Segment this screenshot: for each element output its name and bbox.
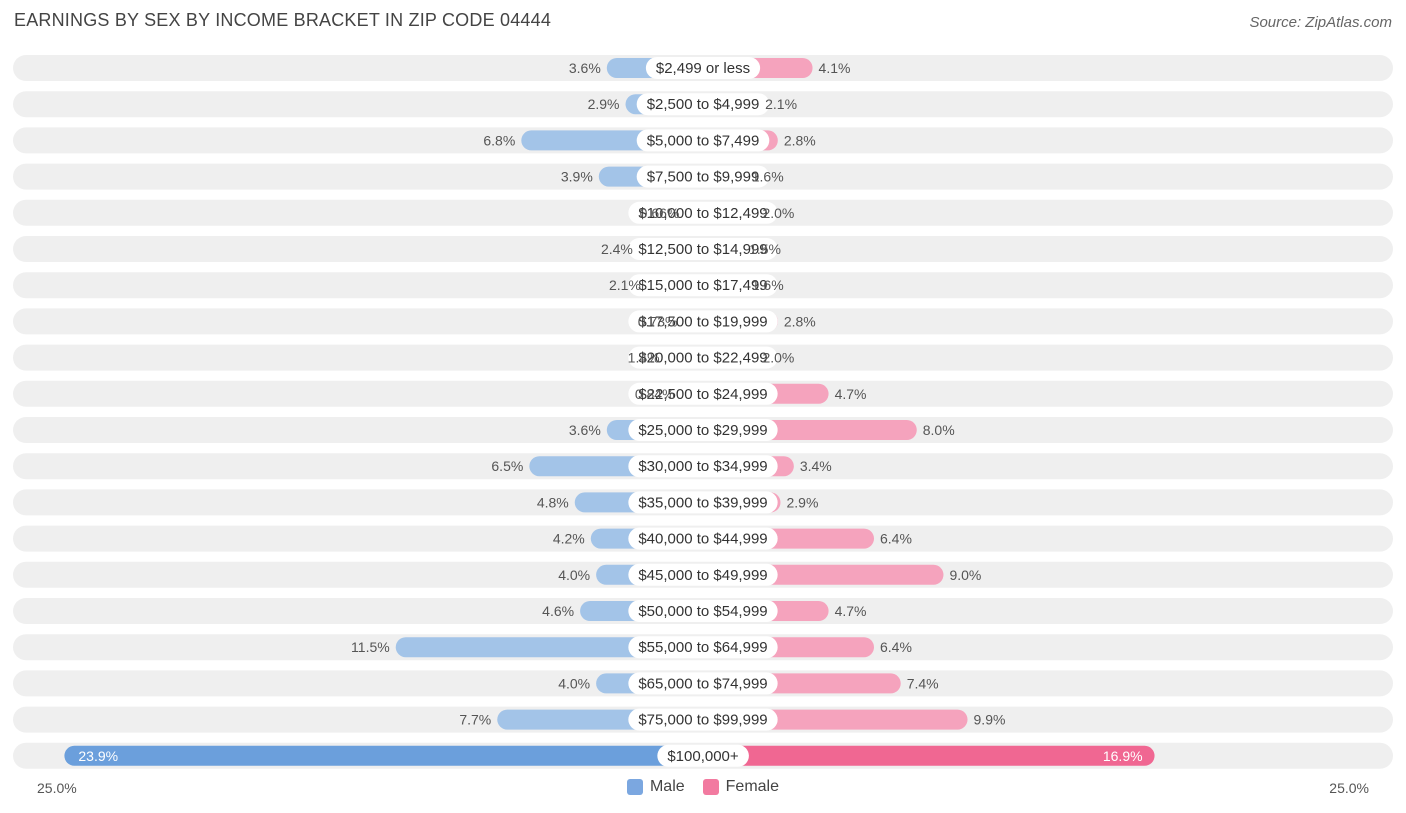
female-value-label: 4.1%	[819, 60, 851, 76]
female-value-label: 2.1%	[765, 96, 797, 112]
female-value-label: 2.8%	[784, 132, 816, 148]
category-label: $40,000 to $44,999	[638, 531, 767, 548]
category-label: $30,000 to $34,999	[638, 458, 767, 475]
category-pill	[628, 455, 778, 478]
category-pill	[628, 636, 778, 659]
male-value-label: 0.73%	[638, 313, 678, 329]
category-pill	[628, 563, 778, 586]
category-label: $25,000 to $29,999	[638, 422, 767, 439]
axis-left-label: 25.0%	[37, 780, 77, 796]
female-value-label: 3.4%	[800, 458, 832, 474]
female-value-label: 8.0%	[923, 422, 955, 438]
category-pill	[628, 310, 778, 333]
category-label: $75,000 to $99,999	[638, 712, 767, 729]
male-value-label: 6.8%	[483, 132, 515, 148]
category-label: $12,500 to $14,999	[638, 241, 767, 258]
category-label: $2,499 or less	[656, 60, 750, 77]
female-value-label: 2.0%	[762, 205, 794, 221]
category-label: $100,000+	[667, 748, 739, 765]
female-value-label: 6.4%	[880, 531, 912, 547]
category-pill	[628, 238, 778, 260]
category-label: $55,000 to $64,999	[638, 639, 767, 656]
male-bar	[395, 637, 703, 658]
male-value-label: 3.6%	[569, 422, 601, 438]
legend-item-male: Male	[626, 778, 685, 796]
category-label: $45,000 to $49,999	[638, 567, 767, 584]
category-pill	[628, 600, 778, 622]
female-value-label: 9.9%	[974, 712, 1006, 728]
female-bar	[703, 745, 1155, 766]
female-value-label: 9.0%	[949, 567, 981, 583]
female-value-label: 1.6%	[752, 169, 784, 185]
female-value-label: 16.9%	[1103, 748, 1143, 764]
category-label: $5,000 to $7,499	[647, 132, 760, 149]
legend-item-female: Female	[702, 778, 780, 796]
female-value-label: 2.9%	[786, 494, 818, 510]
category-label: $65,000 to $74,999	[638, 675, 767, 692]
category-pill	[628, 491, 778, 514]
male-value-label: 1.4%	[628, 350, 660, 366]
male-value-label: 0.84%	[635, 386, 675, 402]
category-label: $20,000 to $22,499	[638, 350, 767, 367]
category-label: $50,000 to $54,999	[638, 603, 767, 620]
chart-title: EARNINGS BY SEX BY INCOME BRACKET IN ZIP…	[14, 10, 552, 30]
female-value-label: 7.4%	[907, 675, 939, 691]
category-label: $7,500 to $9,999	[647, 169, 760, 186]
category-pill	[628, 346, 778, 369]
legend-swatch-male	[626, 779, 643, 795]
category-pill	[657, 744, 749, 767]
male-value-label: 4.2%	[553, 531, 585, 547]
male-value-label: 4.0%	[558, 675, 590, 691]
legend-swatch-female	[702, 779, 719, 795]
female-value-label: 2.8%	[784, 313, 816, 329]
category-pill	[628, 201, 778, 224]
category-pill	[628, 708, 778, 731]
category-pill	[636, 129, 770, 152]
category-pill	[636, 93, 770, 116]
category-label: $10,000 to $12,499	[638, 205, 767, 222]
category-pill	[628, 382, 778, 405]
category-pill	[628, 672, 778, 695]
female-value-label: 1.6%	[752, 277, 784, 293]
category-label: $35,000 to $39,999	[638, 494, 767, 511]
female-value-label: 4.7%	[835, 386, 867, 402]
male-value-label: 2.4%	[601, 241, 633, 257]
category-label: $2,500 to $4,999	[647, 96, 760, 113]
male-value-label: 4.6%	[542, 603, 574, 619]
male-value-label: 4.8%	[537, 494, 569, 510]
category-label: $15,000 to $17,499	[638, 277, 767, 294]
male-value-label: 3.9%	[561, 169, 593, 185]
category-pill	[628, 274, 778, 297]
male-value-label: 4.0%	[558, 567, 590, 583]
male-value-label: 6.5%	[491, 458, 523, 474]
category-pill	[645, 57, 761, 79]
legend-label-female: Female	[725, 778, 780, 795]
legend-label-male: Male	[649, 778, 685, 795]
category-label: $17,500 to $19,999	[638, 313, 767, 330]
female-value-label: 6.4%	[880, 639, 912, 655]
male-bar	[64, 745, 704, 766]
legend: Male Female	[0, 778, 1406, 796]
male-value-label: 23.9%	[78, 748, 118, 764]
category-label: $22,500 to $24,999	[638, 386, 767, 403]
female-value-label: 4.7%	[835, 603, 867, 619]
category-pill	[636, 165, 770, 188]
male-value-label: 7.7%	[459, 712, 491, 728]
male-value-label: 2.1%	[609, 277, 641, 293]
category-pill	[628, 419, 778, 441]
male-value-label: 0.66%	[640, 205, 680, 221]
female-value-label: 2.0%	[762, 350, 794, 366]
axis-right-label: 25.0%	[1329, 780, 1369, 796]
male-value-label: 2.9%	[588, 96, 620, 112]
category-pill	[628, 527, 778, 550]
male-value-label: 3.6%	[569, 60, 601, 76]
male-value-label: 11.5%	[351, 639, 390, 655]
source-credit: Source: ZipAtlas.com	[1249, 14, 1392, 31]
female-value-label: 1.5%	[749, 241, 781, 257]
